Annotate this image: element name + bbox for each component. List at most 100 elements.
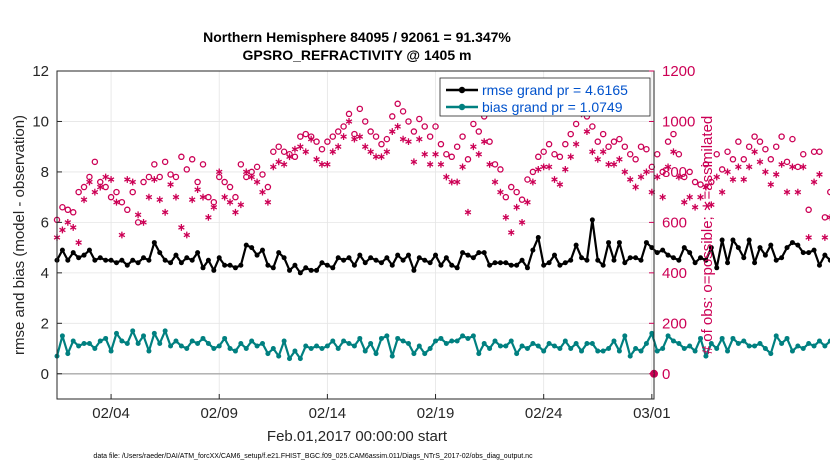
assimilated-point-37 [253, 178, 261, 186]
assimilated-point-21 [167, 181, 174, 188]
assimilated-point-32 [226, 198, 234, 206]
assimilated-point-25 [188, 196, 196, 204]
bias-point-125 [730, 335, 736, 341]
bias-point-75 [460, 333, 466, 339]
bias-point-1 [59, 333, 65, 339]
rmse-point-66 [411, 267, 417, 273]
assimilated-point-93 [556, 181, 564, 188]
assimilated-point-100 [594, 155, 602, 163]
assimilated-point-83 [502, 213, 510, 221]
possible-point-16 [140, 178, 147, 186]
rmse-point-43 [287, 267, 293, 273]
rmse-point-48 [314, 267, 320, 273]
possible-point-20 [161, 158, 169, 166]
possible-point-28 [205, 193, 212, 201]
bias-point-24 [184, 346, 190, 352]
assimilated-point-89 [535, 166, 542, 173]
rmse-point-60 [378, 260, 384, 266]
bias-point-67 [416, 343, 422, 349]
assimilated-point-112 [659, 193, 666, 201]
assimilated-point-48 [313, 155, 320, 163]
bias-point-126 [735, 340, 741, 346]
rmse-point-110 [649, 245, 655, 251]
assimilated-point-79 [480, 138, 488, 146]
possible-point-140 [810, 148, 818, 155]
bias-point-18 [151, 330, 157, 336]
bias-point-16 [141, 333, 147, 339]
possible-point-26 [194, 178, 201, 186]
possible-point-81 [491, 161, 499, 168]
assimilated-point-124 [724, 168, 731, 176]
rmse-point-62 [389, 262, 395, 268]
rmse-point-75 [460, 250, 466, 256]
assimilated-point-72 [443, 173, 450, 181]
rmse-point-136 [789, 240, 795, 246]
rmse-point-84 [508, 262, 514, 268]
bias-point-74 [454, 338, 460, 344]
rmse-point-25 [189, 257, 195, 263]
rmse-point-55 [351, 262, 357, 268]
bias-point-89 [535, 343, 541, 349]
assimilated-point-118 [691, 203, 699, 211]
rmse-point-138 [800, 250, 806, 256]
rmse-point-123 [719, 237, 725, 243]
assimilated-point-38 [259, 188, 266, 196]
bias-point-26 [195, 340, 201, 346]
rmse-point-98 [584, 257, 590, 263]
chart-title-line1: Northern Hemisphere 84095 / 92061 = 91.3… [203, 29, 511, 45]
rmse-point-78 [476, 250, 482, 256]
bias-point-5 [81, 340, 87, 346]
rmse-point-50 [324, 262, 330, 268]
possible-point-77 [470, 120, 477, 128]
possible-point-51 [329, 133, 337, 140]
y-left-ticks: 0 2 4 6 8 10 12 [32, 63, 62, 383]
bias-point-115 [676, 340, 682, 346]
rmse-point-71 [438, 262, 444, 268]
assimilated-point-132 [767, 181, 775, 188]
assimilated-point-107 [632, 183, 639, 191]
possible-point-87 [524, 176, 531, 183]
assimilated-point-92 [551, 176, 558, 183]
rmse-point-41 [276, 250, 282, 256]
bias-point-9 [103, 335, 109, 341]
bias-point-86 [519, 343, 525, 349]
rmse-point-53 [341, 257, 347, 263]
bias-point-104 [616, 348, 622, 354]
bias-point-100 [595, 348, 601, 354]
bias-point-98 [584, 340, 590, 346]
x-label: Feb.01,2017 00:00:00 start [267, 428, 448, 445]
rmse-point-97 [579, 255, 585, 261]
rmse-point-90 [541, 262, 547, 268]
bias-point-7 [92, 346, 98, 352]
possible-point-11 [113, 188, 120, 196]
bias-point-138 [800, 346, 806, 352]
possible-point-54 [345, 110, 353, 118]
rmse-point-40 [270, 265, 276, 271]
bias-point-124 [725, 348, 731, 354]
x-tick-label-0: 02/04 [92, 405, 130, 422]
bias-point-51 [330, 338, 336, 344]
y-left-tick-label-6: 12 [32, 63, 49, 80]
possible-point-66 [410, 128, 418, 135]
possible-point-56 [356, 105, 364, 113]
bias-point-103 [611, 338, 617, 344]
assimilated-point-90 [540, 163, 547, 171]
bias-point-14 [130, 328, 136, 334]
y-right-tick-label-3: 600 [662, 214, 687, 231]
rmse-point-95 [568, 257, 574, 263]
assimilated-point-108 [637, 173, 645, 181]
rmse-point-32 [227, 262, 233, 268]
possible-point-38 [259, 171, 266, 178]
series-assimilated [53, 110, 830, 246]
rmse-point-56 [357, 252, 363, 258]
bias-point-25 [189, 338, 195, 344]
possible-point-86 [518, 196, 526, 203]
possible-point-93 [556, 153, 564, 161]
y-left-tick-label-2: 4 [41, 265, 49, 282]
possible-point-40 [270, 148, 277, 155]
bias-point-57 [362, 348, 368, 354]
assimilated-point-18 [151, 176, 158, 183]
possible-point-70 [432, 123, 439, 130]
assimilated-point-39 [264, 198, 272, 206]
possible-point-89 [535, 153, 542, 161]
